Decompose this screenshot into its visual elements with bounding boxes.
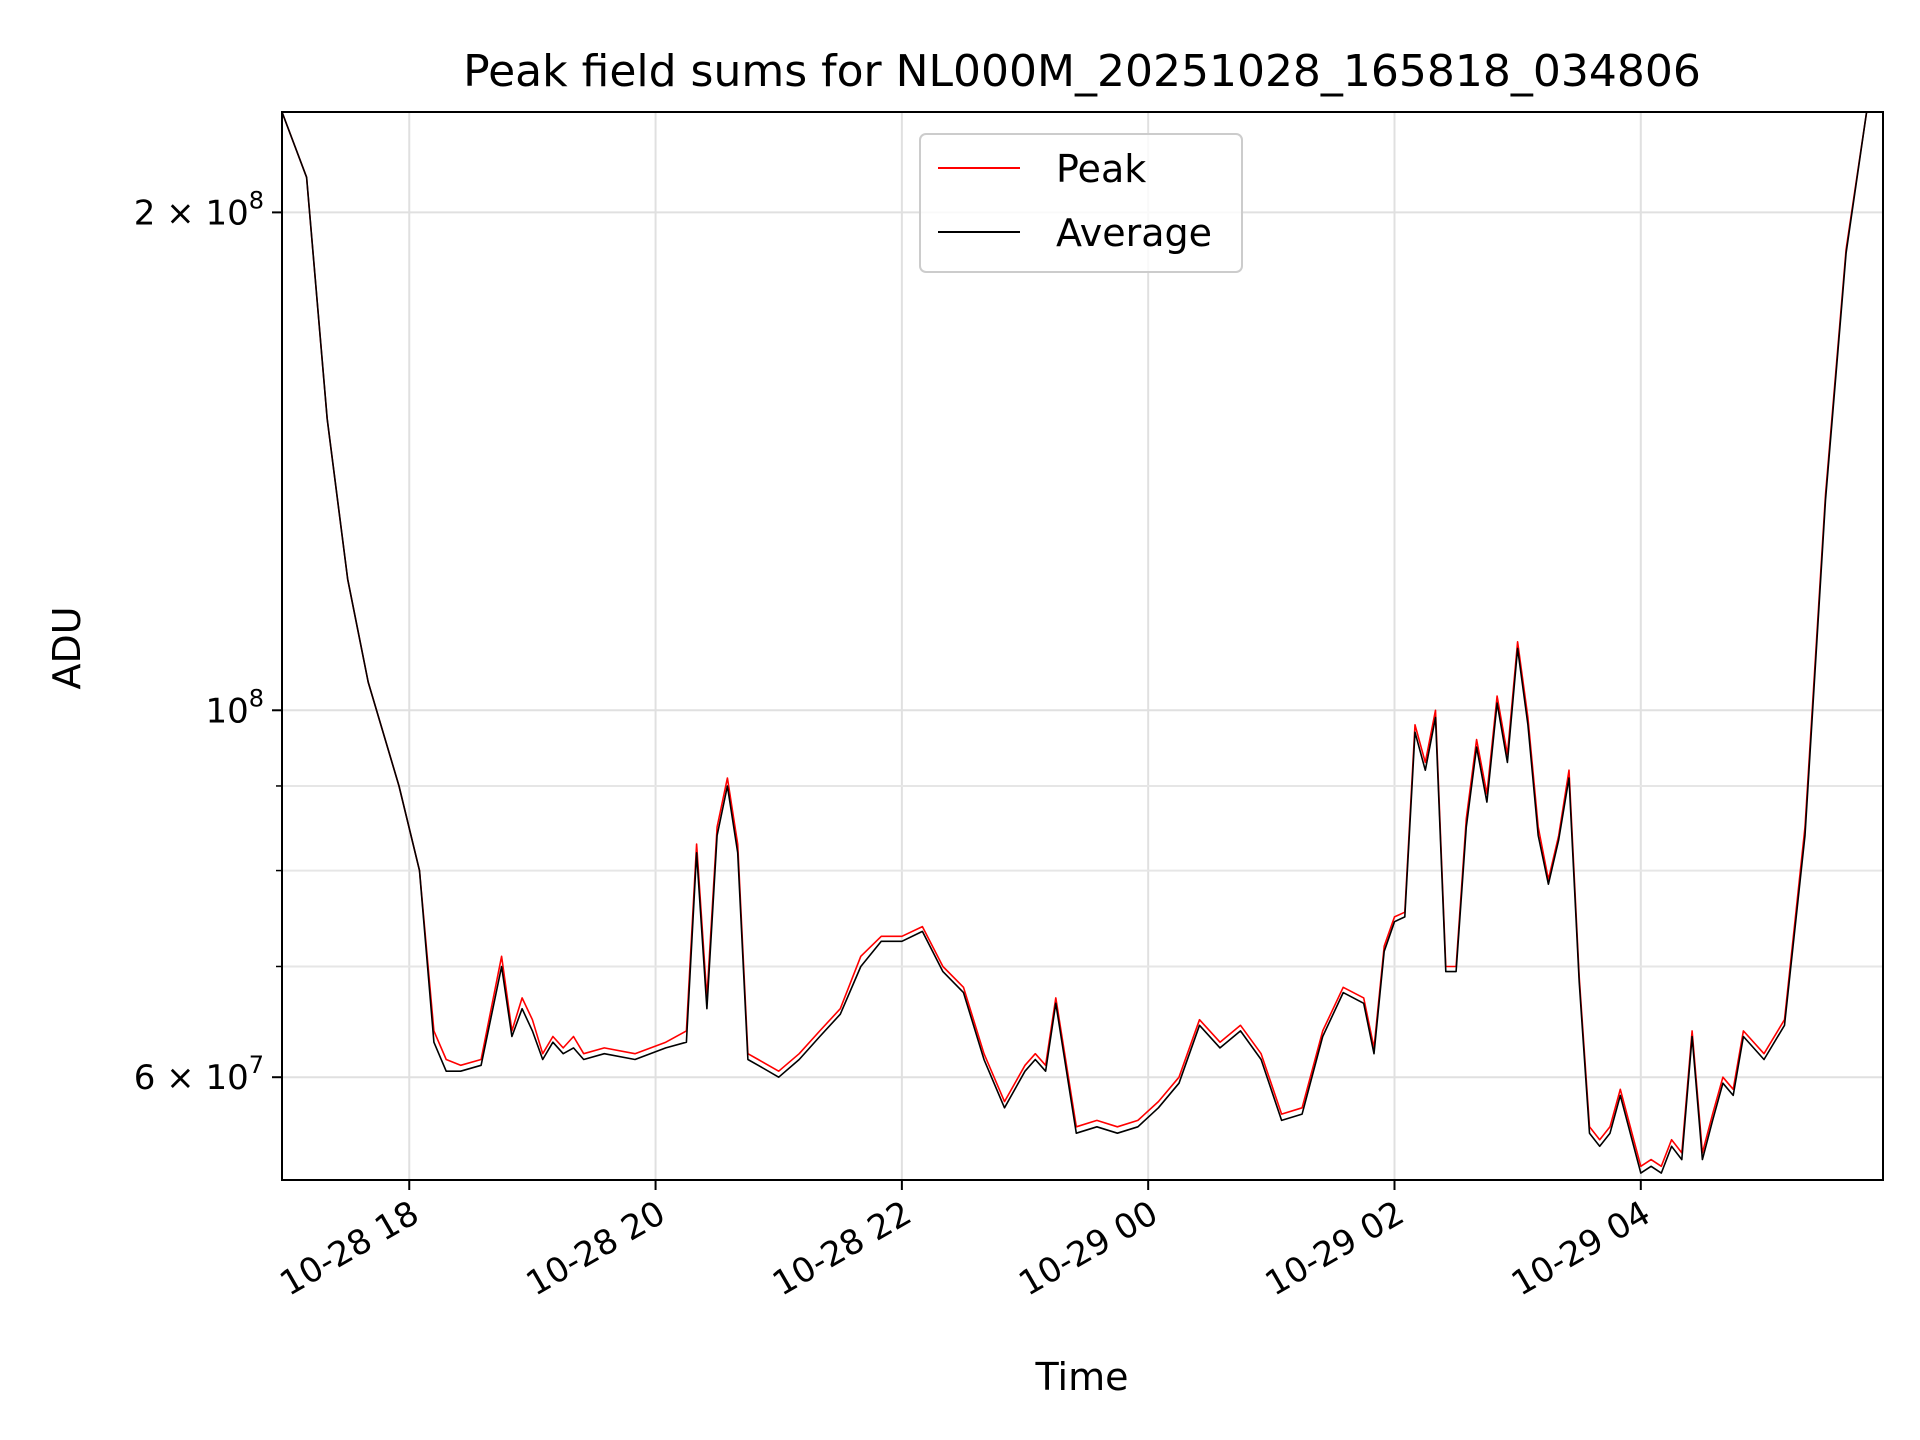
series-line-peak [282, 112, 1868, 1168]
grid-lines [282, 112, 1883, 1180]
y-axis-label: ADU [45, 606, 89, 689]
x-axis-label: Time [1035, 1355, 1129, 1399]
legend: Peak Average [919, 133, 1243, 273]
plot-area-frame [281, 111, 1884, 1181]
legend-label-average: Average [1056, 211, 1212, 255]
y-tick-label: 6 × 107 [134, 1051, 264, 1098]
data-series [282, 112, 1868, 1174]
y-tick-label: 108 [205, 684, 264, 731]
y-tick-label: 2 × 108 [134, 186, 264, 233]
series-line-average [282, 112, 1868, 1174]
y-axis-ticks: 6 × 107 108 2 × 108 [134, 186, 282, 1098]
chart-title: Peak field sums for NL000M_20251028_1658… [463, 46, 1701, 97]
legend-label-peak: Peak [1056, 147, 1146, 191]
